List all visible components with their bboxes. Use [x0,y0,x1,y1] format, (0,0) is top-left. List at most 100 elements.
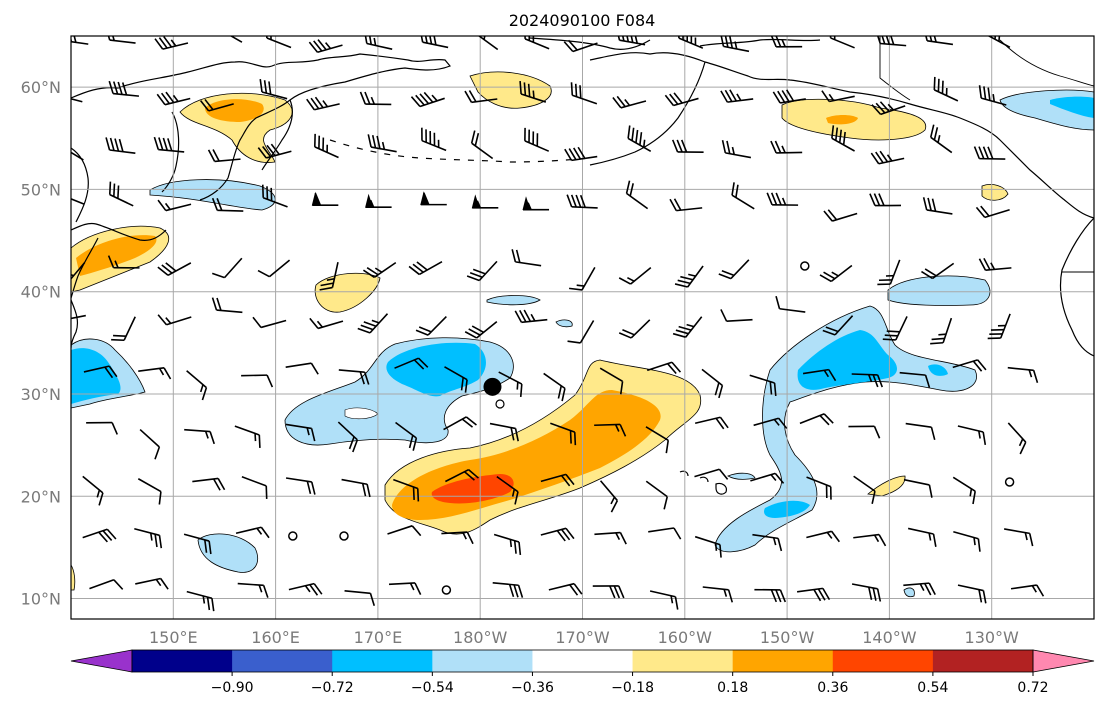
wind-barb [153,136,185,153]
wind-barb [543,372,566,402]
wind-barb [550,422,577,446]
colorbar-tick-label: −0.18 [611,680,654,696]
colorbar-segment [632,650,734,672]
wind-barb [975,205,1010,219]
wind-barb [899,371,931,388]
wind-barb [211,297,243,314]
wind-barb [252,316,287,329]
longitude-tick-label: 160°E [251,628,300,647]
negative-anomaly-east-arc [714,305,977,553]
wind-barb [770,36,803,48]
wind-barb [694,535,722,558]
wind-barb [766,192,799,206]
wind-barb [357,313,389,334]
wind-barb [720,309,753,322]
negative-anomaly-bc-core [1050,96,1094,118]
colorbar-segment [832,650,934,672]
wind-barb [363,36,393,50]
colorbar-tick-label: −0.72 [311,680,354,696]
wind-barb [139,428,161,460]
longitude-tick-label: 150°W [760,628,815,647]
wind-barb [89,579,124,590]
wind-barb [137,478,162,505]
wind-barb [476,36,499,51]
wind-barb [678,36,704,49]
longitude-tick-label: 170°E [354,628,403,647]
wind-barb [664,92,699,107]
positive-anomaly-okhotsk-core [205,99,264,122]
wind-barb [720,89,754,103]
aleutian-islands [329,139,591,163]
wind-barb-calm [1004,477,1015,487]
wind-barb [288,582,323,596]
wind-barb [108,181,134,207]
wind-barb [921,262,955,280]
wind-barb [903,582,936,596]
alaska-coastline [589,52,1094,219]
wind-barb [903,478,933,498]
wind-barb [154,36,189,50]
wind-barb [492,582,524,598]
wind-barb [671,139,704,154]
wind-barb [493,533,522,556]
wind-barb [471,194,499,209]
negative-anomaly-east-small-core [928,364,948,376]
wind-barb [669,198,703,212]
positive-anomaly-patch-4 [71,564,76,591]
wind-barb [524,127,550,152]
kamchatka-coastline [261,99,293,171]
wind-barb [806,530,840,543]
wind-barb [599,367,624,395]
wind-barb [105,137,136,155]
wind-barb [207,149,241,163]
wind-barb [823,209,858,222]
wind-barb [211,257,243,279]
map-title: 2024090100 F084 [509,11,656,30]
negative-anomaly-tiny-2 [903,587,915,598]
wind-barb [821,90,855,103]
wind-barb [978,85,1007,106]
bc-inland-border [999,39,1094,87]
wind-barb [445,468,479,483]
political-borders [879,36,1094,273]
longitude-tick-label: 140°W [862,628,917,647]
wind-barb [618,267,652,285]
wind-barb [952,476,976,505]
wind-barb [829,36,855,49]
wind-barb [802,368,837,382]
wind-barb [341,478,371,498]
colorbar-tick-labels: −0.90 −0.72 −0.54 −0.36 −0.18 0.18 0.36 0.54 0.7… [211,672,1049,696]
colorbar-segment [532,650,634,672]
wind-barb [393,478,420,502]
wind-barb [234,425,261,448]
wind-barb [772,89,806,104]
wind-barb-calm [288,531,298,541]
asia-coastline [71,53,451,201]
sakhalin-coastline [161,111,180,193]
wind-barb [421,127,447,152]
wind-barb [870,150,905,165]
wind-barb [337,421,359,453]
colorbar-tick-label: −0.54 [411,680,454,696]
colorbar-segment [932,650,1034,672]
colorbar-tick-label: 0.18 [717,680,748,696]
wind-barb [309,317,344,330]
wind-barb [71,145,84,161]
wind-barb [563,39,598,53]
wind-barb [869,193,901,207]
wind-barb [107,255,140,269]
longitude-tick-label: 180°W [453,628,508,647]
wind-barb [567,320,595,344]
wind-barb [592,585,625,599]
wind-barb [594,423,627,437]
wind-barb [986,36,1011,49]
wind-barb-calm [800,261,810,271]
wind-barb [952,359,987,372]
negative-anomaly-ne [887,275,991,306]
wind-barb [257,259,291,278]
wind-barb [496,475,519,505]
wind-barb [806,476,832,500]
latitude-tick-label: 10°N [21,590,61,609]
negative-anomaly-west-core [71,348,121,404]
